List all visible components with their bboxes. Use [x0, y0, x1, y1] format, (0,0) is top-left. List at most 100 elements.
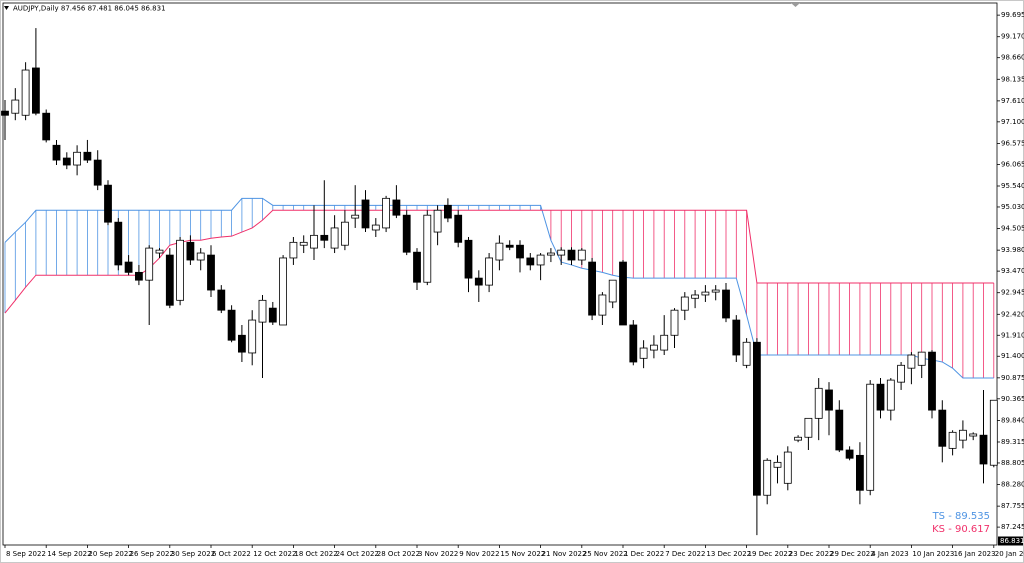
candle-body [897, 364, 905, 383]
candle-body [351, 214, 360, 219]
candle-body [670, 309, 679, 336]
candle-body [907, 354, 916, 369]
candle-body [340, 221, 349, 246]
candle-body [1, 110, 9, 116]
x-tick-label: 13 Dec 2022 [706, 550, 751, 558]
y-tick-label: 98.135 [1001, 75, 1024, 83]
candle-body [742, 341, 751, 366]
candle-body [330, 227, 339, 249]
candle-body [753, 341, 761, 496]
candle-body [660, 334, 669, 351]
candle-body [948, 431, 957, 449]
x-tick-label: 29 Dec 2022 [830, 550, 875, 558]
y-tick-label: 89.315 [1001, 438, 1024, 446]
candle-body [794, 436, 802, 441]
cloud-span-b [4, 209, 994, 314]
x-tick-label: 4 Jan 2023 [871, 550, 909, 558]
candle-body [763, 459, 772, 496]
candle-body [423, 214, 432, 283]
candle-body [917, 351, 926, 366]
chart-shift-marker[interactable] [791, 3, 800, 7]
candle-body [835, 409, 844, 451]
x-tick-label: 28 Oct 2022 [377, 550, 420, 558]
candle-body [62, 157, 71, 166]
candle-body [443, 204, 452, 219]
candle-body [938, 409, 947, 447]
candle-body [701, 291, 710, 296]
candle-body [979, 434, 988, 465]
candle-body [32, 67, 40, 114]
x-tick-label: 30 Sep 2022 [171, 550, 215, 558]
candle-body [227, 309, 236, 341]
candle-body [732, 319, 741, 356]
candle-body [114, 221, 123, 266]
candle-body [104, 184, 112, 223]
candle-body [485, 257, 494, 286]
candle-body [608, 279, 617, 303]
y-tick-label: 90.875 [1001, 374, 1024, 382]
candle-body [413, 251, 421, 283]
candle-body [176, 239, 185, 301]
cloud-span-a [4, 197, 994, 379]
candle-body [619, 261, 627, 326]
menu-arrow[interactable] [4, 6, 9, 10]
candle-body [773, 461, 782, 468]
y-tick-label: 90.365 [1001, 395, 1024, 403]
candle-body [959, 429, 967, 441]
y-tick-label: 87.755 [1001, 502, 1024, 510]
x-tick-label: 26 Sep 2022 [130, 550, 174, 558]
y-tick-label: 94.505 [1001, 225, 1024, 233]
indicator-label: TS - 89.535 [932, 511, 990, 522]
y-tick-label: 93.470 [1001, 267, 1024, 275]
x-tick-label: 6 Oct 2022 [212, 550, 251, 558]
y-tick-label: 97.610 [1001, 97, 1024, 105]
candle-body [814, 387, 823, 419]
candle-body [588, 261, 596, 316]
x-tick-label: 10 Jan 2023 [912, 550, 954, 558]
candle-body [289, 241, 298, 259]
x-tick-label: 9 Nov 2022 [459, 550, 499, 558]
candle-body [165, 254, 174, 306]
last-price-box [998, 536, 1023, 546]
candle-body [11, 99, 20, 114]
x-tick-label: 25 Nov 2022 [583, 550, 628, 558]
candle-body [52, 144, 61, 161]
x-tick-label: 8 Sep 2022 [6, 550, 46, 558]
candle-body [495, 242, 504, 261]
candle-body [196, 252, 205, 261]
candle-body [21, 69, 30, 116]
candle-body [536, 254, 545, 266]
candle-body [886, 379, 895, 411]
y-tick-label: 95.540 [1001, 182, 1024, 190]
candle-body [866, 383, 875, 491]
indicator-label: KS - 90.617 [932, 524, 990, 535]
candle-body [402, 214, 411, 253]
candle-body [783, 451, 792, 484]
candle-body [856, 454, 864, 491]
x-tick-label: 16 Jan 2023 [954, 550, 996, 558]
candle-body [433, 209, 442, 233]
y-tick-label: 88.280 [1001, 481, 1024, 489]
candle-body [804, 417, 813, 438]
candle-body [73, 151, 81, 166]
candle-body [680, 296, 689, 311]
x-tick-label: 12 Oct 2022 [253, 550, 296, 558]
candle-body [577, 249, 586, 261]
y-tick-label: 96.575 [1001, 139, 1024, 147]
candle-body [42, 112, 51, 141]
y-tick-label: 98.660 [1001, 54, 1024, 62]
y-tick-label: 91.400 [1001, 352, 1024, 360]
candle-body [217, 289, 226, 311]
candle-body [989, 399, 998, 466]
candle-body [279, 257, 288, 326]
x-tick-label: 20 Jan 202 [995, 550, 1024, 558]
candle-body [629, 324, 638, 363]
x-tick-label: 21 Nov 2022 [542, 550, 587, 558]
chart-title: AUDJPY,Daily 87.456 87.481 86.045 86.831 [13, 5, 166, 13]
x-tick-label: 23 Dec 2022 [789, 550, 834, 558]
candle-body [134, 271, 143, 281]
x-tick-label: 19 Dec 2022 [748, 550, 793, 558]
candle-body [155, 249, 164, 254]
candle-body [145, 247, 154, 281]
candle-body [505, 244, 514, 248]
